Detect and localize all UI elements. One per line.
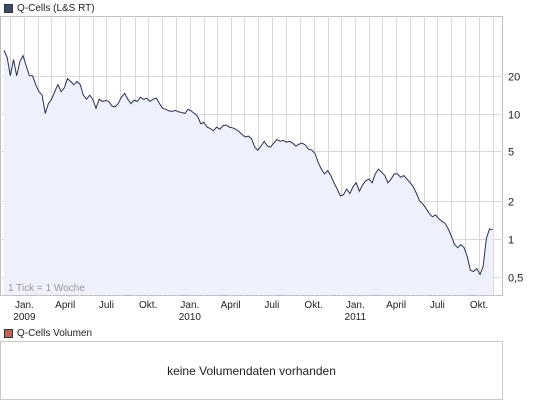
price-legend-swatch (4, 3, 13, 13)
x-tick-label: Jan. (15, 300, 34, 311)
y-tick-label: 20 (508, 72, 520, 84)
x-tick-label: Juli (99, 300, 114, 311)
y-tick-label: 2 (508, 197, 514, 209)
tick-note: 1 Tick = 1 Woche (8, 283, 85, 294)
x-tick-label: Juli (430, 300, 445, 311)
x-year-label: 2009 (13, 312, 36, 323)
x-tick-label: Jan. (346, 300, 365, 311)
x-tick-label: Juli (264, 300, 279, 311)
x-tick-label: April (221, 300, 241, 311)
y-tick-label: 1 (508, 235, 514, 247)
price-line (3, 49, 493, 276)
volume-legend: Q-Cells Volumen (4, 326, 92, 340)
volume-empty-message: keine Volumendaten vorhanden (167, 363, 336, 378)
y-tick-label: 0,5 (508, 273, 523, 285)
plot-area-border (0, 16, 503, 296)
x-tick-label: April (55, 300, 75, 311)
x-year-label: 2010 (179, 312, 202, 323)
x-tick-label: April (386, 300, 406, 311)
x-year-label: 2011 (345, 312, 367, 323)
x-tick-label: Okt. (470, 300, 488, 311)
volume-legend-label: Q-Cells Volumen (17, 327, 93, 339)
y-tick-label: 10 (508, 110, 520, 122)
y-axis-labels: 0,5 1 2 5 10 20 (508, 72, 523, 285)
volume-legend-swatch (4, 328, 13, 338)
price-area-fill (4, 50, 493, 296)
volume-panel: keine Volumendaten vorhanden (0, 341, 503, 400)
x-tick-label: Okt. (139, 300, 157, 311)
x-tick-label: Jan. (180, 300, 199, 311)
price-legend-label: Q-Cells (L&S RT) (17, 2, 95, 14)
price-legend: Q-Cells (L&S RT) (4, 1, 95, 15)
x-tick-label: Okt. (304, 300, 322, 311)
y-tick-label: 5 (508, 147, 514, 159)
